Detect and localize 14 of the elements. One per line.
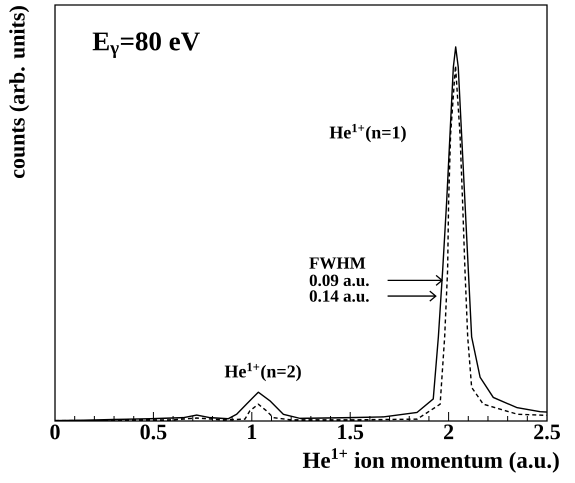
x-tick-label: 1 [248,424,256,440]
x-axis-title: He$^{1+}$ ion momentum (a.u.) [302,448,559,473]
y-axis-title: counts (arb. units) [9,6,30,178]
annotation: E$_{γ}$=80 eV [92,32,200,58]
x-tick-label: 0 [50,424,60,440]
annotation: He$^{1+}$(n=2) [224,362,301,382]
annotation: 0.14 a.u. [310,290,369,302]
x-tick-label: 0.5 [140,424,166,440]
annotation: 0.09 a.u. [310,274,369,286]
x-tick-label: 2 [444,424,454,440]
annotation: FWHM [309,257,366,269]
x-tick-label: 2.5 [534,424,560,440]
annotation: He$^{1+}$(n=1) [330,124,406,142]
x-tick-label: 1.5 [338,424,364,440]
